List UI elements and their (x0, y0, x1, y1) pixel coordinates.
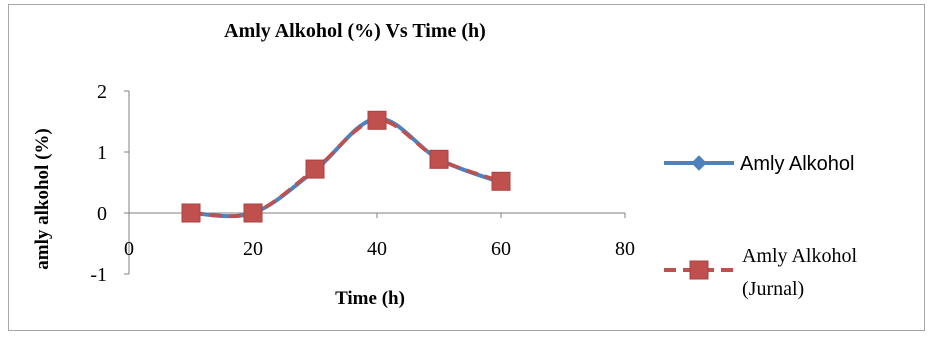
x-tick-label: 60 (491, 238, 511, 260)
data-point (491, 171, 511, 191)
data-point (305, 159, 325, 179)
x-tick-label: 80 (615, 238, 635, 260)
legend-marker (689, 260, 709, 280)
data-point (243, 203, 263, 223)
legend-marker (691, 155, 707, 171)
y-axis-label: amly alkohol (%) (32, 128, 53, 269)
x-axis-label: Time (h) (335, 288, 405, 309)
x-tick-label: 40 (367, 238, 387, 260)
axes (124, 90, 626, 275)
series-2 (181, 110, 511, 223)
y-tick-label: -1 (90, 264, 107, 286)
data-point (429, 149, 449, 169)
x-tick-labels: 0 20 40 60 80 (124, 238, 635, 260)
series-layer (181, 110, 511, 223)
legend: Amly Alkohol Amly Alkohol (Jurnal) (664, 153, 857, 300)
legend-label: Amly Alkohol (740, 153, 855, 175)
y-tick-labels: -1 0 1 2 (90, 81, 107, 286)
x-tick-label: 20 (243, 238, 263, 260)
chart-title: Amly Alkohol (%) Vs Time (h) (224, 20, 486, 42)
y-tick-label: 0 (97, 203, 107, 225)
x-tick-label: 0 (124, 238, 134, 260)
data-point (181, 203, 201, 223)
legend-entry-1: Amly Alkohol (664, 153, 855, 175)
chart-frame (8, 4, 925, 331)
legend-label: Amly Alkohol (Jurnal) (742, 245, 857, 300)
y-tick-label: 2 (97, 81, 107, 103)
data-point (367, 110, 387, 130)
y-tick-label: 1 (97, 142, 107, 164)
legend-entry-2: Amly Alkohol (Jurnal) (664, 245, 857, 300)
